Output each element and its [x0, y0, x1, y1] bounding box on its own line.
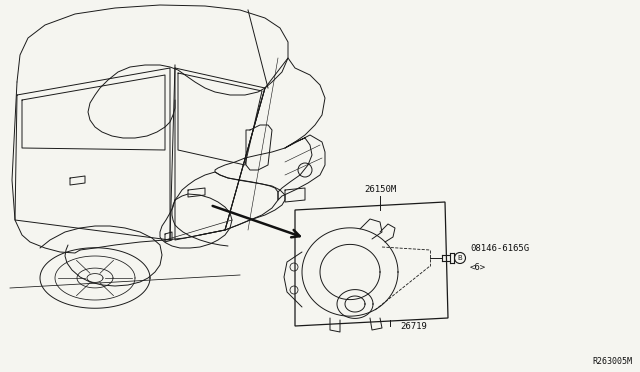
Text: <6>: <6>	[470, 263, 486, 272]
Text: R263005M: R263005M	[592, 357, 632, 366]
Text: 26719: 26719	[400, 322, 427, 331]
Text: 26150M: 26150M	[364, 185, 396, 194]
Text: B: B	[458, 255, 462, 261]
Text: 08146-6165G: 08146-6165G	[470, 244, 529, 253]
